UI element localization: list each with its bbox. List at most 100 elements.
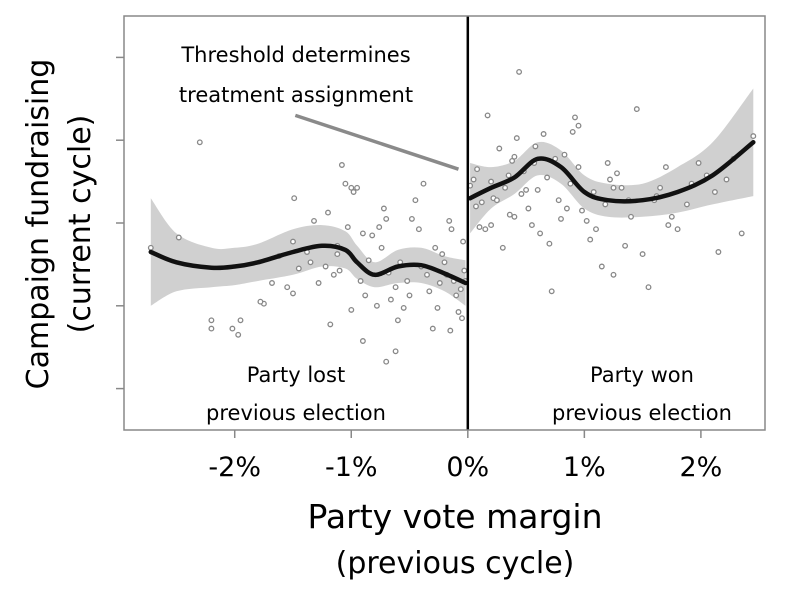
scatter-point <box>348 184 355 191</box>
scatter-point <box>511 213 518 220</box>
scatter-point <box>622 242 629 249</box>
scatter-point <box>528 222 535 229</box>
scatter-point <box>311 217 317 224</box>
scatter-point <box>476 224 483 231</box>
scatter-point <box>307 259 314 266</box>
scatter-point <box>460 238 467 245</box>
scatter-point <box>376 224 383 231</box>
scatter-point <box>683 201 690 208</box>
scatter-point <box>461 267 468 274</box>
scatter-point <box>344 224 351 231</box>
scatter-point <box>441 259 448 266</box>
scatter-point <box>478 199 485 206</box>
scatter-point <box>579 207 585 214</box>
scatter-point <box>563 205 570 212</box>
scatter-point <box>229 325 236 332</box>
scatter-point <box>534 186 541 193</box>
scatter-point <box>610 184 617 191</box>
confidence-band-right <box>470 88 754 234</box>
scatter-point <box>257 298 264 305</box>
scatter-point <box>235 331 242 338</box>
scatter-point <box>593 226 599 233</box>
scatter-point <box>502 184 509 191</box>
x-axis-ticks: -2% -1% 0% 1% 2% <box>208 430 722 483</box>
threshold-annotation-line2: treatment assignment <box>179 83 413 107</box>
scatter-point <box>715 249 722 255</box>
scatter-point <box>362 292 369 299</box>
scatter-point <box>665 222 672 229</box>
scatter-point <box>590 189 597 195</box>
scatter-point <box>618 184 625 191</box>
scatter-point <box>284 284 291 291</box>
scatter-point <box>378 244 385 251</box>
scatter-point <box>544 174 551 181</box>
scatter-point <box>587 236 594 243</box>
scatter-point <box>434 304 441 311</box>
scatter-point <box>455 309 462 315</box>
scatter-point <box>334 251 341 258</box>
scatter-point <box>633 106 640 113</box>
scatter-point <box>424 271 430 278</box>
scatter-point <box>474 166 481 173</box>
scatter-point <box>738 230 745 237</box>
scatter-point <box>610 271 617 278</box>
scatter-point <box>484 112 491 119</box>
scatter-point <box>695 160 702 166</box>
annotation-arrow <box>294 113 460 171</box>
scatter-point <box>330 271 337 278</box>
scatter-point <box>406 292 413 299</box>
scatter-point <box>506 211 513 218</box>
scatter-point <box>723 176 730 183</box>
scatter-point <box>208 317 215 324</box>
scatter-point <box>567 180 574 187</box>
scatter-point <box>429 325 436 332</box>
scatter-point <box>473 203 479 210</box>
scatter-point <box>496 145 503 152</box>
scatter-point <box>453 292 460 299</box>
scatter-point <box>662 164 669 171</box>
scatter-point <box>354 184 361 191</box>
scatter-point <box>291 195 298 202</box>
scatter-point <box>602 201 609 208</box>
scatter-point <box>350 189 357 195</box>
fit-line-right <box>467 140 756 204</box>
scatter-point <box>336 267 343 274</box>
scatter-point <box>342 180 349 187</box>
scatter-point <box>359 338 366 344</box>
scatter-point <box>493 197 500 204</box>
scatter-point <box>373 302 380 309</box>
scatter-point <box>432 244 439 251</box>
x-axis-title-line1: Party vote margin <box>307 497 602 536</box>
scatter-point <box>470 176 477 183</box>
scatter-point <box>446 217 453 224</box>
scatter-point <box>546 240 553 247</box>
fit-lines <box>148 140 756 286</box>
scatter-point <box>457 286 464 293</box>
scatter-point <box>348 306 355 313</box>
scatter-point <box>569 128 576 135</box>
scatter-point <box>448 226 455 233</box>
scatter-point <box>315 280 322 286</box>
scatter-point <box>499 244 506 251</box>
scatter-point <box>383 358 390 365</box>
scatter-point <box>325 209 331 216</box>
scatter-point <box>420 180 427 187</box>
scatter-point <box>459 315 465 322</box>
scatter-point <box>525 205 532 212</box>
scatter-point <box>295 265 302 272</box>
scatter-point <box>357 278 364 284</box>
y-axis-title-line2: (current cycle) <box>63 115 98 334</box>
scatter-point <box>482 226 489 233</box>
scatter-point <box>237 317 244 324</box>
x-tick-label: 0% <box>446 452 489 483</box>
scatter-point <box>338 162 345 168</box>
scatter-point <box>147 244 154 251</box>
scatter-point <box>750 133 757 140</box>
scatter-point <box>628 213 634 220</box>
scatter-point <box>668 213 675 220</box>
scatter-point <box>359 230 366 237</box>
scatter-point <box>523 186 530 193</box>
scatter-point <box>645 284 652 291</box>
scatter-point <box>537 230 544 237</box>
